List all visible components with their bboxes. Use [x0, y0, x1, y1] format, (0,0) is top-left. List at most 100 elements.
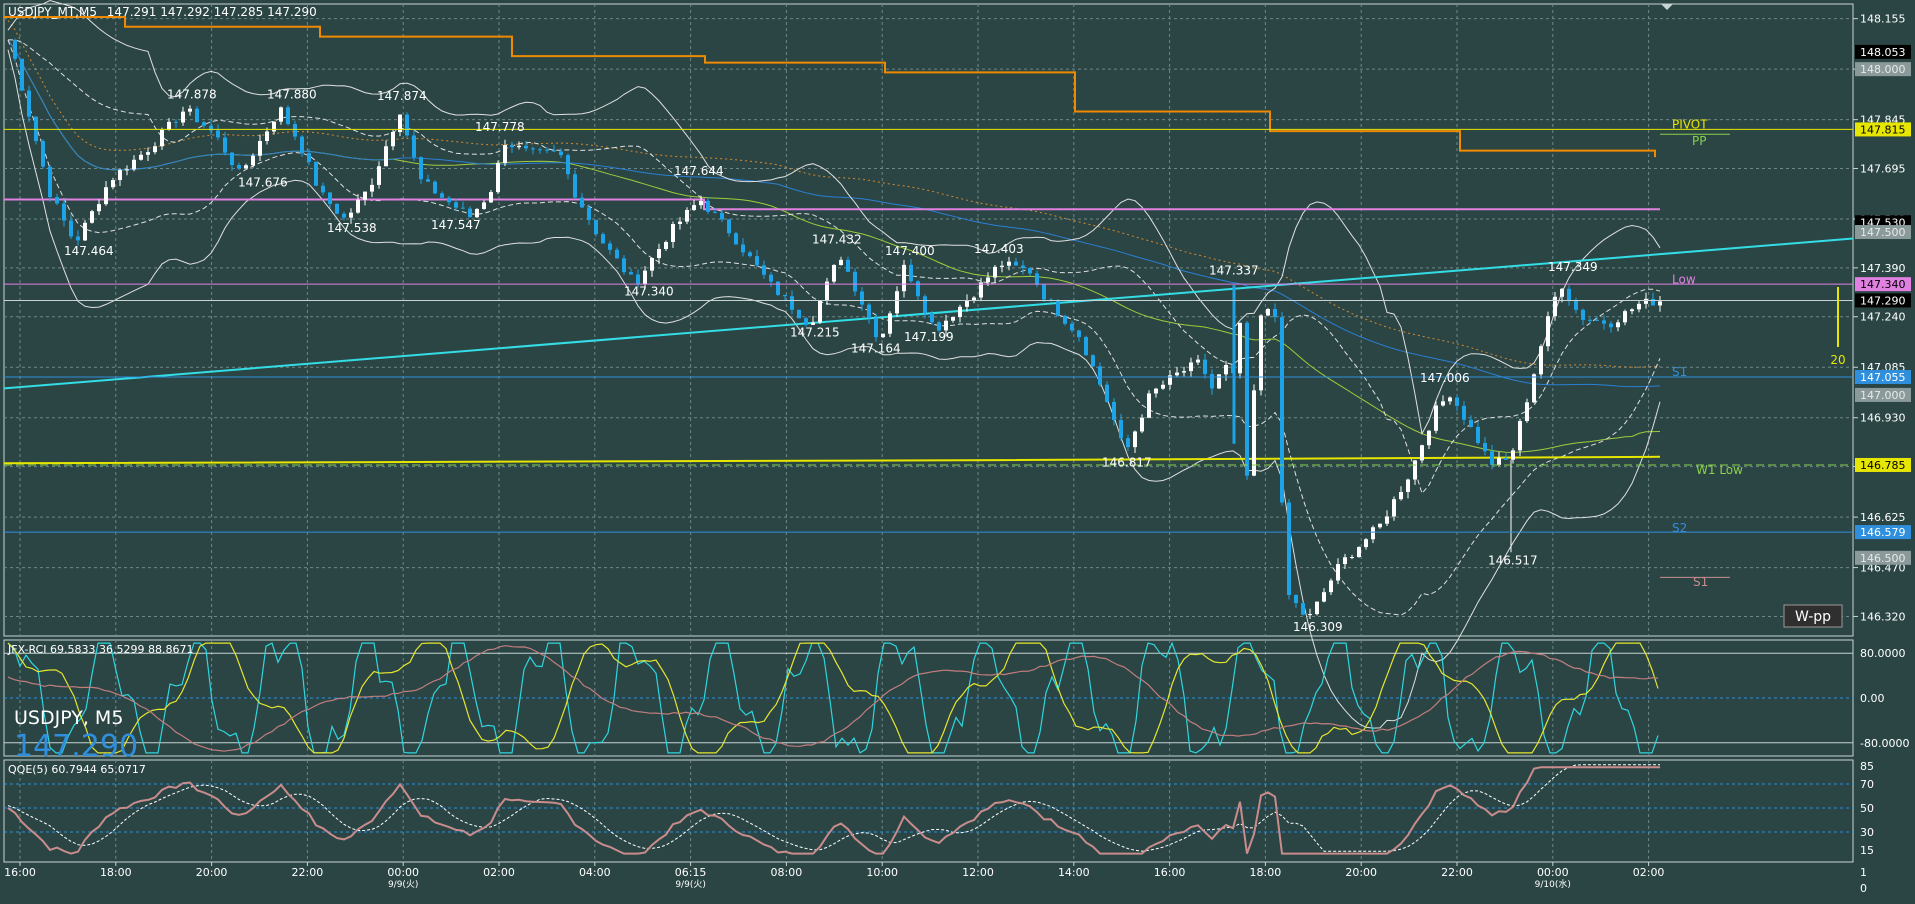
candle-body: [531, 148, 535, 150]
qqe-tick-label: 50: [1860, 802, 1874, 815]
candle-body: [804, 318, 808, 325]
axis-tick-label: 147.240: [1860, 311, 1906, 324]
candle-body: [636, 274, 640, 285]
candle-body: [888, 313, 892, 334]
candle-body: [391, 131, 395, 147]
candle-body: [1399, 491, 1403, 500]
candle-body: [615, 249, 619, 259]
moving-average-blue: [7, 39, 1661, 388]
candle-body: [41, 141, 45, 167]
price-label-box: [1855, 387, 1911, 402]
candle-body: [1238, 322, 1242, 374]
price-label-box: [1855, 122, 1911, 137]
swing-label: 147.432: [812, 232, 862, 246]
candle-body: [937, 322, 941, 331]
qqe-signal-line: [7, 764, 1660, 852]
candle-body: [139, 154, 143, 160]
candle-body: [811, 322, 815, 325]
candle-body: [818, 300, 822, 323]
candle-body: [622, 258, 626, 273]
candle-body: [573, 174, 577, 198]
candle-body: [1357, 547, 1361, 557]
candle-body: [1637, 303, 1641, 310]
candle-body: [328, 192, 332, 204]
candle-body: [1574, 300, 1578, 310]
candle-body: [1084, 337, 1088, 356]
time-tick-label: 06:15: [675, 866, 707, 879]
time-tick-label: 20:00: [1345, 866, 1377, 879]
rci-tick-label: 80.0000: [1860, 647, 1906, 660]
swing-label: 147.644: [674, 164, 724, 178]
candle-body: [1455, 397, 1459, 406]
candle-body: [958, 306, 962, 317]
candle-body: [1196, 359, 1200, 363]
candle-body: [118, 170, 122, 181]
step-line-orange: [4, 16, 1656, 158]
candle-body: [461, 207, 465, 209]
rci-slow-line: [7, 645, 1659, 752]
candle-body: [1476, 427, 1480, 444]
candle-body: [1329, 580, 1333, 593]
candle-body: [181, 111, 185, 123]
candle-body: [153, 146, 157, 153]
candle-body: [1210, 374, 1214, 389]
candle-body: [1112, 401, 1116, 420]
candle-body: [986, 277, 990, 283]
candle-body: [447, 197, 451, 203]
swing-label: 147.006: [1420, 371, 1470, 385]
axis-tick-label: 147.695: [1860, 163, 1906, 176]
price-label-box: [1855, 44, 1911, 59]
level-label: S1: [1672, 365, 1687, 379]
time-tick-label: 16:00: [4, 866, 36, 879]
candle-body: [454, 202, 458, 208]
candle-body: [1161, 384, 1165, 389]
candle-body: [524, 145, 528, 149]
price-label: 147.500: [1860, 226, 1906, 239]
candle-body: [300, 136, 304, 154]
symbol-header: USDJPY_MT,M5 147.291 147.292 147.285 147…: [8, 5, 317, 19]
candle-body: [370, 184, 374, 192]
candle-body: [671, 223, 675, 243]
candle-body: [293, 124, 297, 137]
candle-body: [769, 274, 773, 282]
date-label: 9/10(水): [1535, 878, 1571, 890]
candle-body: [398, 114, 402, 132]
main-pane[interactable]: [3, 3, 1854, 637]
candle-body: [797, 309, 801, 319]
candle-body: [1364, 539, 1368, 548]
candle-body: [1630, 309, 1634, 312]
time-tick-label: 02:00: [1633, 866, 1665, 879]
price-label: 146.785: [1860, 459, 1906, 472]
candle-body: [433, 181, 437, 194]
price-label-box: [1855, 293, 1911, 308]
candle-body: [90, 211, 94, 223]
candle-body: [664, 242, 668, 249]
candle-body: [1252, 390, 1256, 476]
candle-body: [1385, 516, 1389, 524]
qqe-pane[interactable]: [3, 759, 1854, 863]
candle-body: [237, 164, 241, 169]
shift-marker-icon[interactable]: [1661, 4, 1673, 10]
candle-body: [895, 291, 899, 314]
candle-body: [377, 166, 381, 185]
price-label: 147.055: [1860, 371, 1906, 384]
candle-body: [1175, 372, 1179, 376]
candle-body: [62, 203, 66, 221]
swing-label: 147.547: [431, 218, 481, 232]
level-label: W1 Low: [1696, 463, 1743, 477]
candle-body: [1098, 366, 1102, 385]
axis-tick-label: 148.155: [1860, 13, 1906, 26]
swing-label: 147.880: [267, 87, 317, 101]
qqe-header: QQE(5) 60.7944 65.0717: [8, 763, 146, 776]
candle-body: [1070, 323, 1074, 331]
price-axis: 148.155148.000147.845147.695147.540147.3…: [1853, 13, 1911, 623]
axis-tick-label: 146.625: [1860, 511, 1906, 524]
candle-body: [1448, 397, 1452, 402]
candle-body: [944, 320, 948, 331]
candle-body: [1035, 273, 1039, 285]
candle-body: [867, 304, 871, 318]
candle-body: [692, 205, 696, 210]
wpp-button[interactable]: W-pp: [1783, 604, 1843, 628]
price-label-box: [1855, 457, 1911, 472]
